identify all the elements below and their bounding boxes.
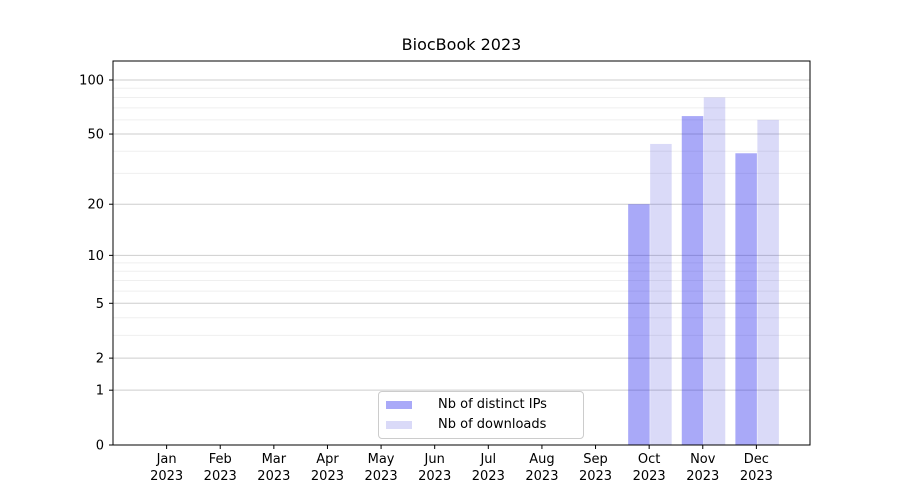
x-tick-label-month: May — [368, 452, 395, 467]
x-tick-label-year: 2023 — [740, 469, 773, 484]
legend-label-downloads: Nb of downloads — [438, 417, 547, 432]
x-tick-label-year: 2023 — [579, 469, 612, 484]
bar-distinct-ips — [628, 204, 650, 445]
x-tick-label-month: Mar — [262, 452, 287, 467]
x-tick-label-year: 2023 — [472, 469, 505, 484]
y-tick-label: 20 — [87, 198, 104, 213]
y-tick-label: 50 — [87, 128, 104, 143]
x-tick-label-year: 2023 — [150, 469, 183, 484]
y-tick-label: 5 — [96, 297, 104, 312]
y-tick-label: 10 — [87, 249, 104, 264]
x-tick-label-year: 2023 — [525, 469, 558, 484]
legend-swatch-distinct-ips — [386, 400, 412, 409]
bar-downloads — [703, 97, 726, 445]
x-tick-label-month: Feb — [209, 452, 232, 467]
legend-item-distinct-ips: Nb of distinct IPs — [386, 397, 575, 412]
y-tick-label: 0 — [96, 439, 104, 454]
x-tick-label-year: 2023 — [633, 469, 666, 484]
x-tick-label-month: Dec — [744, 452, 769, 467]
x-tick-label-month: Nov — [690, 452, 716, 467]
x-tick-label-month: Jan — [156, 452, 177, 467]
x-tick-label-year: 2023 — [418, 469, 451, 484]
y-tick-label: 2 — [96, 352, 104, 367]
x-tick-label-month: Oct — [638, 452, 660, 467]
x-tick-label-year: 2023 — [365, 469, 398, 484]
x-tick-label-month: Apr — [316, 452, 339, 467]
bar-distinct-ips — [681, 116, 704, 445]
x-tick-label-month: Aug — [529, 452, 554, 467]
plot-border — [112, 60, 811, 446]
x-tick-label-month: Jun — [424, 452, 445, 467]
x-tick-label-month: Jul — [479, 452, 496, 467]
x-tick-label-year: 2023 — [257, 469, 290, 484]
bar-downloads — [757, 119, 779, 446]
legend-swatch-downloads — [386, 420, 412, 429]
bar-distinct-ips — [735, 153, 757, 445]
x-tick-label-year: 2023 — [686, 469, 719, 484]
bar-downloads — [650, 143, 672, 445]
legend-item-downloads: Nb of downloads — [386, 417, 575, 432]
x-tick-label-year: 2023 — [311, 469, 344, 484]
y-tick-label: 100 — [79, 74, 104, 89]
legend-label-distinct-ips: Nb of distinct IPs — [438, 397, 547, 412]
y-tick-label: 1 — [96, 384, 104, 399]
legend: Nb of distinct IPs Nb of downloads — [378, 391, 584, 439]
x-tick-label-year: 2023 — [204, 469, 237, 484]
x-tick-label-month: Sep — [583, 452, 608, 467]
chart-title: BiocBook 2023 — [401, 35, 522, 54]
